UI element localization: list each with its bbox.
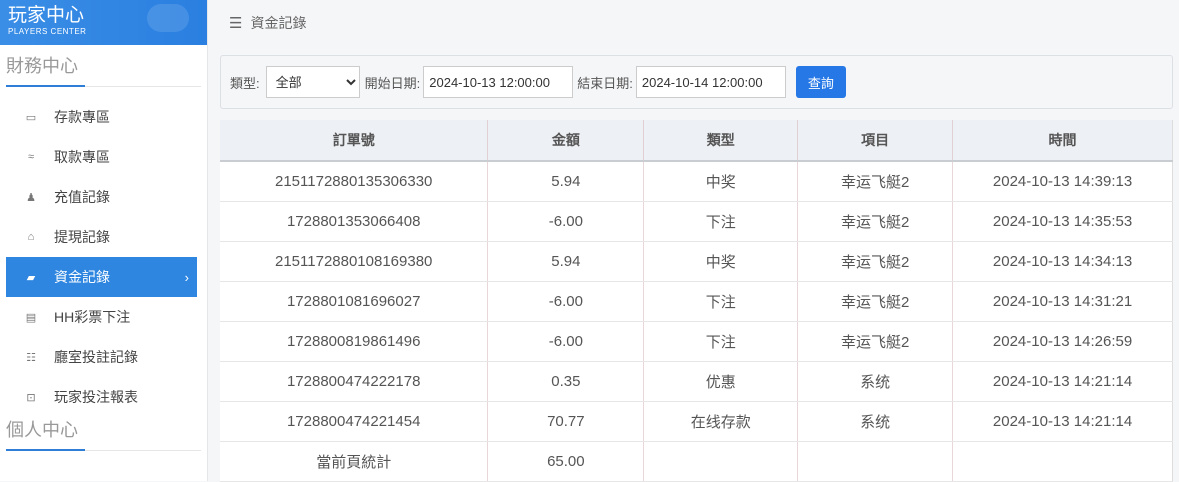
table-cell: 系统 [797, 401, 954, 442]
page-title: 資金記錄 [250, 14, 307, 31]
table-cell: 系统 [797, 361, 954, 402]
empty-cell [797, 441, 954, 482]
table-cell: 中奖 [643, 161, 799, 202]
table-cell: 2024-10-13 14:21:14 [952, 361, 1173, 402]
table-row: 1728801081696027 -6.00 下注 幸运飞艇2 2024-10-13 1… [220, 281, 1173, 322]
table-cell: 0.35 [487, 361, 645, 402]
start-date-label: 開始日期: [364, 75, 421, 91]
card-icon: ▭ [25, 111, 37, 124]
chevron-right-icon: › [184, 269, 189, 285]
column-header: 項目 [797, 120, 954, 162]
end-date-label: 結束日期: [577, 75, 633, 91]
list-icon: ▤ [25, 311, 37, 324]
table-cell: 幸运飞艇2 [797, 161, 954, 202]
sidebar-item-label: 提現記錄 [54, 229, 110, 245]
table-cell: 70.77 [487, 401, 645, 442]
table-cell: 2024-10-13 14:21:14 [952, 401, 1173, 442]
section-personal: 個人中心 [6, 419, 201, 451]
type-label: 類型: [230, 75, 260, 91]
chart-icon: ⊡ [26, 391, 36, 404]
table-cell: 幸运飞艇2 [797, 201, 954, 242]
section-finance: 財務中心 [6, 55, 201, 87]
hand-money-icon: ≈ [27, 151, 35, 163]
records-table: 訂單號 金額 類型 項目 時間 2151172880135306330 5.94 中奖 幸运飞… [220, 120, 1173, 482]
sidebar-item-4[interactable]: ⌂ 提現記錄 [6, 217, 197, 257]
sidebar-item-5[interactable]: ▰ 資金記錄 › [6, 257, 197, 297]
table-cell: 2151172880108169380 [220, 241, 489, 282]
column-header: 類型 [643, 120, 799, 162]
table-cell: 1728800474222178 [220, 361, 489, 402]
summary-amount: 65.00 [487, 441, 645, 482]
empty-cell [643, 441, 799, 482]
table-cell: 5.94 [487, 241, 645, 282]
sidebar-item-label: 充值記錄 [54, 189, 110, 205]
table-cell: 下注 [643, 201, 799, 242]
column-header: 訂單號 [220, 120, 489, 162]
table-cell: 幸运飞艇2 [797, 281, 954, 322]
logo-subtitle: PLAYERS CENTER [8, 27, 87, 36]
gamepad-icon [147, 4, 189, 32]
sidebar-item-label: 存款專區 [54, 109, 110, 125]
table-row: 2151172880108169380 5.94 中奖 幸运飞艇2 2024-10-13… [220, 241, 1173, 282]
sidebar-item-label: HH彩票下注 [54, 309, 131, 325]
table-row: 1728801353066408 -6.00 下注 幸运飞艇2 2024-10-13 1… [220, 201, 1173, 242]
bullet-list-icon: ☷ [26, 351, 36, 364]
table-cell: -6.00 [487, 201, 645, 242]
sidebar-item-2[interactable]: ≈ 取款專區 [6, 137, 197, 177]
table-cell: 在线存款 [643, 401, 799, 442]
table-cell: -6.00 [487, 321, 645, 362]
breadcrumb: ☰ 資金記錄 [209, 0, 1179, 45]
table-row: 1728800819861496 -6.00 下注 幸运飞艇2 2024-10-13 1… [220, 321, 1173, 362]
sidebar-item-label: 取款專區 [54, 149, 110, 165]
start-date-input[interactable] [423, 66, 574, 98]
logo: 玩家中心 PLAYERS CENTER [0, 0, 207, 45]
table-cell: 优惠 [643, 361, 799, 402]
money-bag-icon: ♟ [26, 191, 36, 204]
sidebar-item-6[interactable]: ▤ HH彩票下注 [6, 297, 197, 337]
summary-row: 當前頁統計 65.00 [220, 441, 1173, 482]
table-row: 1728800474221454 70.77 在线存款 系统 2024-10-13 14… [220, 401, 1173, 442]
logo-title: 玩家中心 [8, 5, 85, 26]
empty-cell [952, 441, 1173, 482]
table-cell: 2024-10-13 14:26:59 [952, 321, 1173, 362]
table-cell: 2024-10-13 14:39:13 [952, 161, 1173, 202]
sidebar-item-3[interactable]: ♟ 充值記錄 [6, 177, 197, 217]
table-cell: 1728801081696027 [220, 281, 489, 322]
table-row: 1728800474222178 0.35 优惠 系统 2024-10-13 14:21… [220, 361, 1173, 402]
menu-icon[interactable]: ☰ [229, 14, 243, 32]
sidebar-item-8[interactable]: ⊡ 玩家投注報表 [6, 377, 197, 417]
sidebar-item-label: 廳室投註記錄 [54, 349, 138, 365]
table-row: 2151172880135306330 5.94 中奖 幸运飞艇2 2024-10-13… [220, 161, 1173, 202]
table-cell: 1728801353066408 [220, 201, 489, 242]
table-cell: 2024-10-13 14:35:53 [952, 201, 1173, 242]
wallet-icon: ▰ [26, 271, 36, 284]
sidebar-item-1[interactable]: ▭ 存款專區 [6, 97, 197, 137]
sidebar: 玩家中心 PLAYERS CENTER 財務中心 ▭ 存款專區 ≈ 取款專區 ♟ 充值記錄… [0, 0, 208, 481]
table-cell: 下注 [643, 281, 799, 322]
type-select[interactable]: 全部 [265, 66, 360, 98]
sidebar-item-label: 資金記錄 [54, 269, 110, 285]
sidebar-item-7[interactable]: ☷ 廳室投註記錄 [6, 337, 197, 377]
table-cell: 1728800819861496 [220, 321, 489, 362]
table-cell: 下注 [643, 321, 799, 362]
table-cell: 5.94 [487, 161, 645, 202]
table-cell: 1728800474221454 [220, 401, 489, 442]
search-button[interactable]: 查詢 [795, 66, 846, 98]
table-cell: 2024-10-13 14:34:13 [952, 241, 1173, 282]
summary-label: 當前頁統計 [220, 441, 489, 482]
table-cell: -6.00 [487, 281, 645, 322]
end-date-input[interactable] [635, 66, 786, 98]
column-header: 時間 [952, 120, 1173, 162]
filter-bar: 類型: 全部 開始日期: 結束日期: 查詢 [220, 55, 1173, 109]
table-cell: 2024-10-13 14:31:21 [952, 281, 1173, 322]
table-cell: 中奖 [643, 241, 799, 282]
sidebar-item-label: 玩家投注報表 [54, 389, 138, 405]
table-cell: 幸运飞艇2 [797, 321, 954, 362]
table-cell: 2151172880135306330 [220, 161, 489, 202]
table-cell: 幸运飞艇2 [797, 241, 954, 282]
column-header: 金額 [487, 120, 645, 162]
tag-icon: ⌂ [27, 231, 35, 243]
